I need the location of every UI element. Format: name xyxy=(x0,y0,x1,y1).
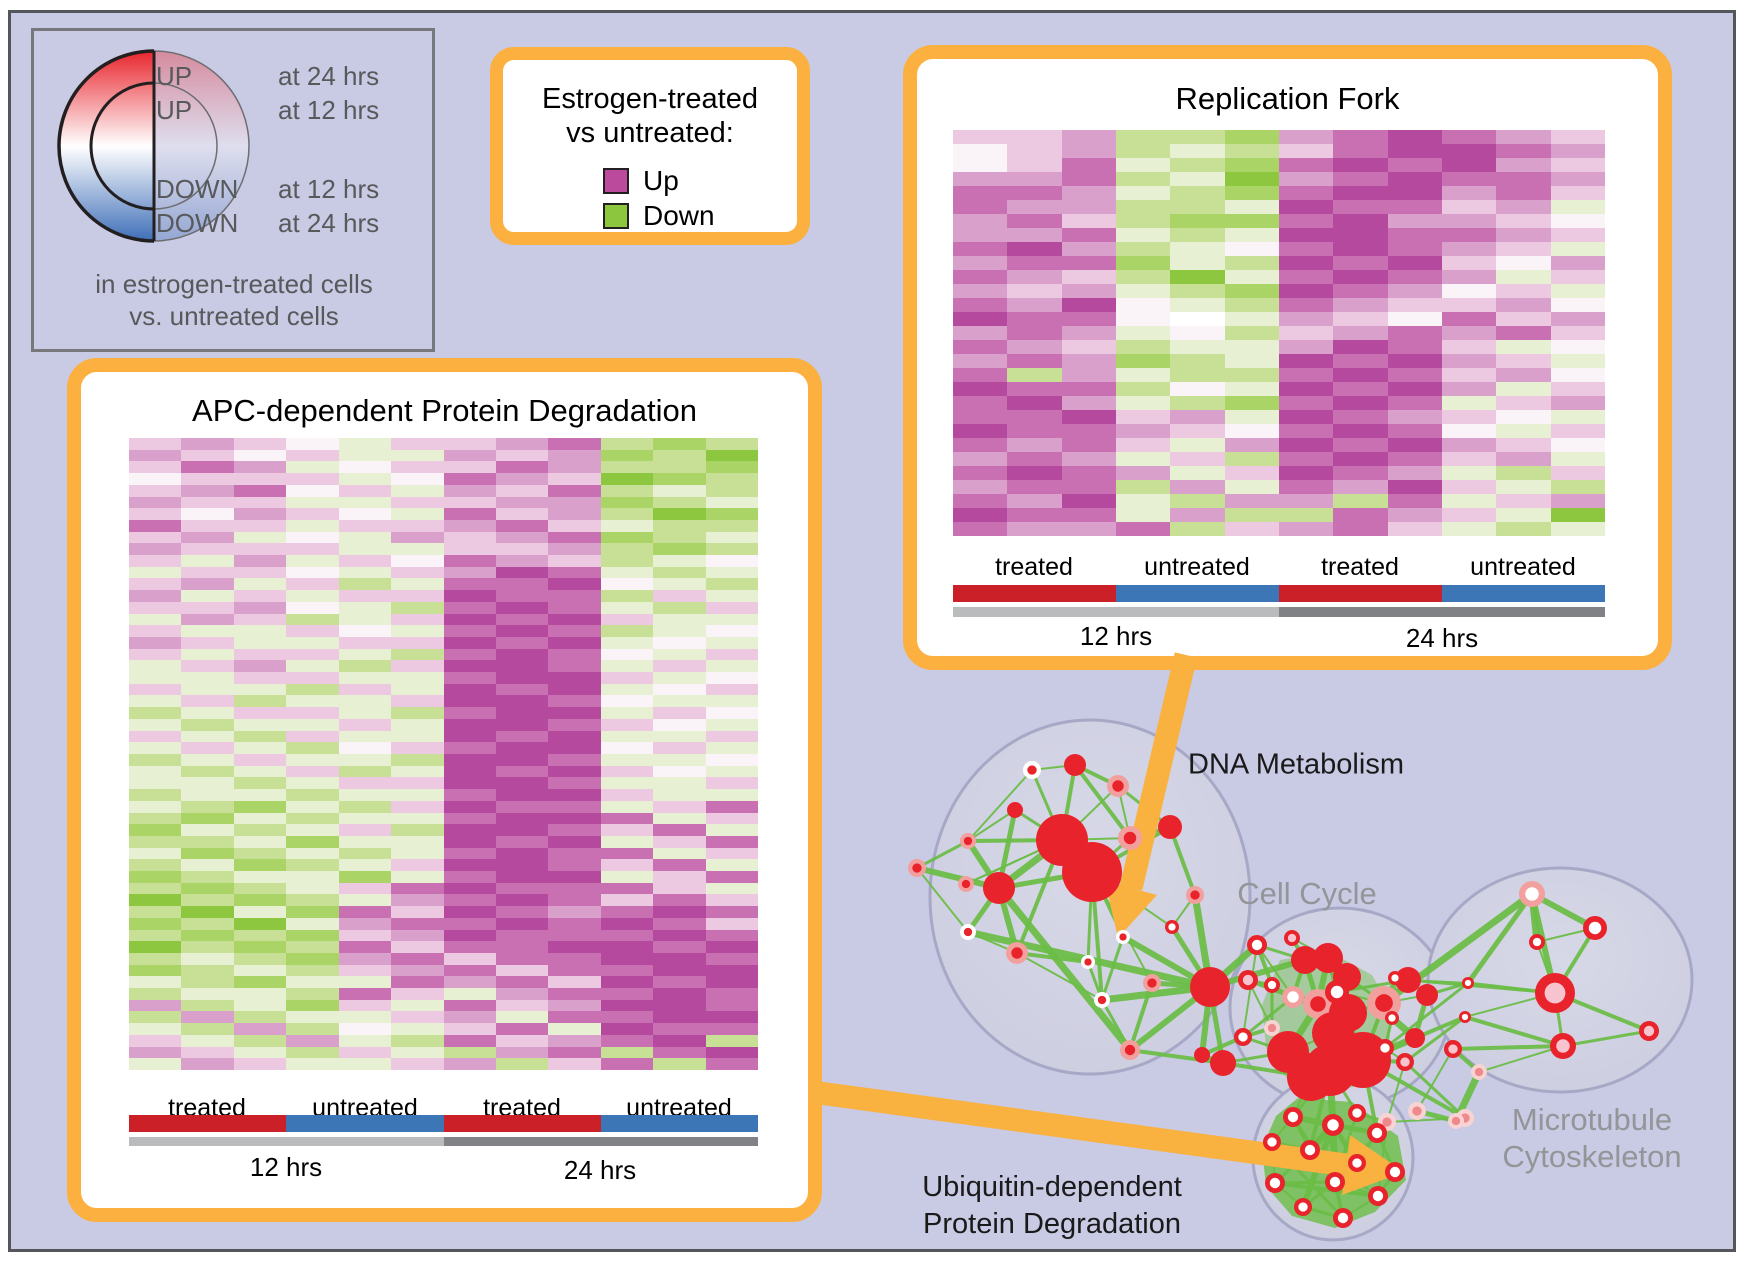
rf-12hrs-label: 12 hrs xyxy=(1079,621,1153,651)
apc-title: APC-dependent Protein Degradation xyxy=(192,393,697,428)
microtubule-label-line1: Microtubule xyxy=(1511,1102,1673,1137)
rf-time-bar xyxy=(953,607,1605,617)
cluster-label-dna-metabolism: DNA Metabolism xyxy=(1188,748,1404,781)
panel-apc-degradation: APC-dependent Protein Degradation treate… xyxy=(67,358,822,1222)
heatmap-replication-fork xyxy=(953,130,1605,536)
apc-24hrs-label: 24 hrs xyxy=(563,1155,637,1185)
node-glyph-legend-box: UP at 24 hrs UP at 12 hrs DOWN at 12 hrs… xyxy=(31,28,435,352)
rf-group-label-4: untreated xyxy=(1470,553,1576,581)
up-swatch-label: Up xyxy=(643,165,679,196)
estrogen-legend-title-line2: vs untreated: xyxy=(566,117,734,149)
up-color-swatch xyxy=(603,168,629,194)
cluster-label-microtubule: Microtubule Cytoskeleton xyxy=(1502,1101,1681,1175)
ring-up24-label: UP xyxy=(156,61,193,91)
ring-down12-time-label: at 12 hrs xyxy=(278,174,380,204)
ring-caption-line1: in estrogen-treated cells xyxy=(95,269,373,299)
apc-12hrs-label: 12 hrs xyxy=(249,1152,323,1182)
rf-group-label-2: untreated xyxy=(1144,553,1250,581)
estrogen-legend-title-line1: Estrogen-treated xyxy=(541,83,758,115)
ring-down12-label: DOWN xyxy=(156,174,239,204)
apc-time-bar xyxy=(129,1137,758,1146)
down-color-swatch xyxy=(603,203,629,229)
apc-treatment-bar xyxy=(129,1115,758,1132)
ring-down24-label: DOWN xyxy=(156,208,239,238)
ubiquitin-label-line2: Protein Degradation xyxy=(923,1208,1181,1240)
estrogen-legend-box: Estrogen-treated vs untreated: Up Down xyxy=(490,47,810,245)
panel-replication-fork: Replication Fork treated untreated treat… xyxy=(903,45,1672,670)
ubiquitin-label-line1: Ubiquitin-dependent xyxy=(922,1171,1182,1203)
ring-up12-label: UP xyxy=(156,95,193,125)
microtubule-label-line2: Cytoskeleton xyxy=(1502,1139,1682,1174)
replication-fork-title: Replication Fork xyxy=(1175,81,1400,116)
ring-caption-line2: vs. untreated cells xyxy=(129,301,339,331)
ring-at12-label: at 12 hrs xyxy=(278,95,380,125)
heatmap-apc xyxy=(129,438,758,1070)
down-swatch-label: Down xyxy=(643,200,715,231)
rf-group-label-1: treated xyxy=(995,553,1073,581)
ring-down24-time-label: at 24 hrs xyxy=(278,208,380,238)
ring-glyph-icon xyxy=(57,49,250,243)
rf-treatment-bar xyxy=(953,585,1605,602)
cluster-label-cell-cycle: Cell Cycle xyxy=(1237,876,1377,911)
rf-24hrs-label: 24 hrs xyxy=(1405,623,1479,653)
rf-group-label-3: treated xyxy=(1321,553,1399,581)
cluster-label-ubiquitin: Ubiquitin-dependent Protein Degradation xyxy=(922,1169,1182,1243)
ring-at24-label: at 24 hrs xyxy=(278,61,380,91)
